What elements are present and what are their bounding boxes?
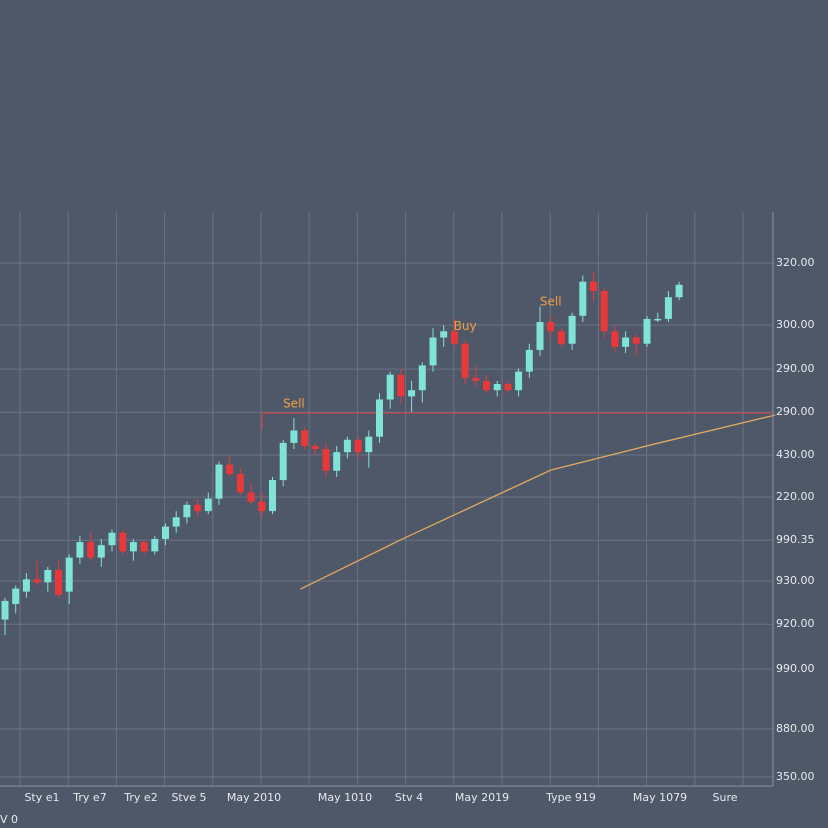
- candle-body: [397, 374, 405, 397]
- x-tick-label: May 2019: [455, 791, 509, 804]
- candle-body: [290, 430, 298, 443]
- candle-body: [386, 374, 394, 400]
- x-tick-label: May 1010: [318, 791, 372, 804]
- candle-body: [675, 284, 683, 298]
- candle-body: [33, 579, 41, 583]
- x-tick-label: Sty e1: [24, 791, 59, 804]
- annotation: Sell: [283, 397, 305, 411]
- candle-body: [440, 331, 448, 338]
- x-tick-label: Try e7: [72, 791, 106, 804]
- candle-body: [472, 377, 480, 381]
- candle-body: [162, 526, 169, 539]
- x-tick-label: Stv 4: [395, 791, 423, 804]
- candle-body: [108, 532, 116, 546]
- candle-body: [76, 542, 84, 558]
- x-tick-label: May 1079: [633, 791, 687, 804]
- candle-body: [654, 318, 662, 321]
- candle-body: [215, 464, 223, 499]
- candle-body: [140, 542, 148, 552]
- candle-body: [12, 588, 20, 605]
- candle-body: [322, 449, 330, 471]
- candle-body: [579, 281, 587, 316]
- candle-body: [151, 538, 159, 552]
- x-tick-label: Type 919: [545, 791, 596, 804]
- annotation: Buy: [454, 319, 477, 333]
- candle-body: [97, 545, 105, 558]
- candle-body: [632, 337, 640, 344]
- candle-body: [515, 371, 523, 391]
- candle-body: [376, 399, 383, 437]
- candle-body: [119, 532, 127, 552]
- candle-body: [643, 318, 651, 344]
- candle-body: [525, 349, 533, 372]
- candle-body: [504, 384, 512, 391]
- candle-body: [183, 504, 191, 518]
- candle-body: [311, 445, 319, 450]
- candle-body: [408, 390, 416, 397]
- candle-body: [536, 322, 544, 350]
- candle-body: [664, 297, 672, 319]
- candle-body: [172, 517, 180, 527]
- x-tick-label: Stve 5: [171, 791, 206, 804]
- candle-body: [129, 542, 137, 552]
- y-tick-label: 880.00: [776, 722, 815, 735]
- candle-body: [301, 430, 309, 446]
- candle-body: [429, 337, 437, 366]
- candle-body: [354, 439, 362, 453]
- trend-line: [300, 414, 776, 590]
- candle-body: [87, 542, 95, 558]
- y-tick-label: 930.00: [776, 574, 815, 587]
- y-tick-label: 990.35: [776, 533, 815, 546]
- candle-body: [611, 331, 619, 347]
- candle-body: [461, 343, 469, 378]
- candle-body: [590, 281, 597, 292]
- candle-body: [568, 315, 576, 344]
- candle-body: [547, 322, 555, 332]
- candle-body: [418, 365, 426, 391]
- candle-body: [247, 492, 255, 502]
- candle-body: [279, 442, 287, 481]
- candle-body: [65, 557, 73, 592]
- y-tick-label: 300.00: [776, 318, 815, 331]
- candle-body: [44, 569, 52, 583]
- candle-body: [226, 464, 234, 474]
- y-tick-label: 290.00: [776, 362, 815, 375]
- candle-body: [600, 291, 608, 332]
- candle-body: [343, 439, 351, 453]
- candle-body: [1, 600, 9, 620]
- plot: 320.00 300.00 290.00 290.00 430.00 220.00 990.…: [0, 212, 815, 804]
- y-tick-label: 220.00: [776, 490, 815, 503]
- corner-label: V 0: [0, 813, 18, 826]
- y-tick-label: 430.00: [776, 448, 815, 461]
- y-tick-label: 290.00: [776, 405, 815, 418]
- candle-body: [557, 331, 565, 344]
- candle-body: [483, 380, 490, 391]
- x-tick-label: Try e2: [123, 791, 157, 804]
- candle-body: [333, 452, 341, 471]
- candle-body: [365, 436, 373, 453]
- y-tick-label: 990.00: [776, 662, 815, 675]
- reference-line: [261, 412, 773, 430]
- candle-body: [204, 498, 212, 512]
- candle-body: [22, 579, 30, 592]
- y-tick-label: 350.00: [776, 770, 815, 783]
- candle-body: [622, 337, 630, 347]
- candle-body: [493, 384, 501, 391]
- annotation: Sell: [540, 294, 562, 308]
- x-tick-label: Sure: [712, 791, 737, 804]
- candle-body: [55, 569, 62, 595]
- candle-body: [236, 473, 244, 493]
- candle-body: [450, 331, 458, 344]
- y-tick-label: 320.00: [776, 256, 815, 269]
- y-tick-label: 920.00: [776, 617, 815, 630]
- candle-body: [269, 480, 276, 512]
- candle-body: [258, 501, 266, 512]
- candle-body: [194, 504, 202, 512]
- x-tick-label: May 2010: [227, 791, 281, 804]
